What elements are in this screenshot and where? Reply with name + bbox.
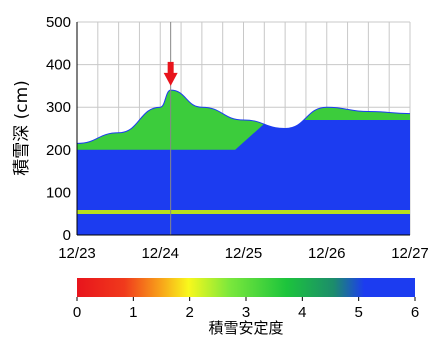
colorbar-tick-label: 6 — [411, 304, 419, 321]
colorbar-label: 積雪安定度 — [208, 319, 283, 337]
colorbar-tick-label: 2 — [185, 304, 193, 321]
colorbar-tick-label: 4 — [298, 304, 306, 321]
y-axis-label: 積雪深 (cm) — [12, 80, 32, 176]
y-tick-label: 0 — [63, 227, 71, 244]
x-tick-label: 12/26 — [308, 245, 346, 262]
arrow-head — [163, 72, 178, 86]
event-marker-arrow — [163, 61, 178, 86]
x-tick-label: 12/25 — [225, 245, 263, 262]
ground-layer-band — [77, 210, 410, 214]
snow-surface-line — [76, 89, 411, 144]
y-tick-label: 300 — [46, 99, 71, 116]
arrow-shaft — [167, 61, 174, 74]
colorbar-tick-label: 5 — [354, 304, 362, 321]
y-tick-label: 500 — [46, 14, 71, 31]
colorbar-ticks: 0 1 2 3 4 5 6 — [73, 297, 419, 321]
colorbar-tick-label: 3 — [242, 304, 250, 321]
x-tick-label: 12/23 — [58, 245, 96, 262]
x-tick-label: 12/27 — [391, 245, 429, 262]
y-tick-label: 200 — [46, 142, 71, 159]
instability-zone-1226 — [0, 0, 22, 9]
instability-zone-1224 — [0, 0, 34, 28]
y-tick-label: 400 — [46, 57, 71, 74]
colorbar-tick-label: 0 — [73, 304, 81, 321]
x-tick-label: 12/24 — [141, 245, 179, 262]
colorbar-tick-label: 1 — [129, 304, 137, 321]
x-ticks: 12/23 12/24 12/25 12/26 12/27 — [58, 245, 429, 262]
y-ticks: 0 100 200 300 400 500 — [46, 14, 71, 244]
colorbar — [77, 278, 415, 297]
y-tick-label: 100 — [46, 184, 71, 201]
